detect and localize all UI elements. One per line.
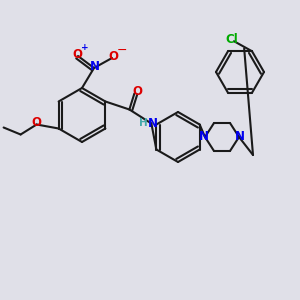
Text: O: O [72,49,82,62]
Text: O: O [108,50,118,64]
Text: H: H [139,118,148,128]
Text: N: N [90,61,100,74]
Text: +: + [81,43,89,52]
Text: −: − [117,44,127,56]
Text: N: N [235,130,245,142]
Text: N: N [199,130,209,142]
Text: N: N [147,117,158,130]
Text: O: O [32,116,42,129]
Text: Cl: Cl [226,33,238,46]
Text: O: O [132,85,142,98]
